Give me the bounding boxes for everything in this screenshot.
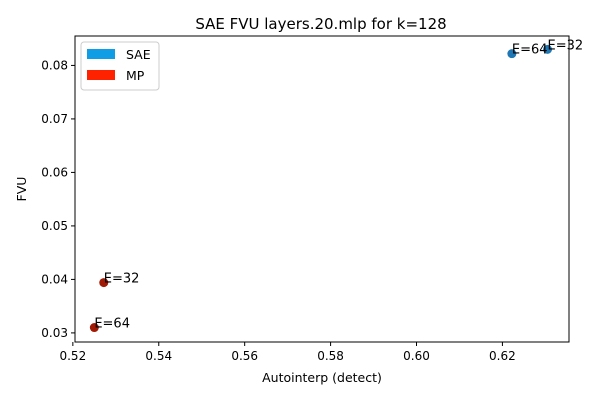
- x-axis: 0.52 0.54 0.56 0.58 0.60 0.62: [59, 342, 516, 363]
- point-annotations: E=32E=64E=32E=64: [94, 38, 583, 331]
- point-label: E=32: [104, 272, 140, 287]
- y-tick-label: 0.06: [41, 165, 68, 179]
- data-points: [89, 44, 553, 333]
- point-label: E=64: [512, 43, 548, 58]
- y-tick-label: 0.05: [41, 219, 68, 233]
- data-point-mp: [99, 278, 109, 288]
- y-tick-label: 0.08: [41, 58, 68, 72]
- data-point-sae: [543, 44, 553, 54]
- y-tick-label: 0.07: [41, 112, 68, 126]
- chart-title: SAE FVU layers.20.mlp for k=128: [195, 15, 446, 33]
- y-tick-label: 0.03: [41, 326, 68, 340]
- x-tick-label: 0.60: [403, 349, 430, 363]
- y-axis-label: FVU: [14, 177, 29, 202]
- legend-label: MP: [126, 68, 145, 83]
- legend: SAE MP: [80, 41, 160, 91]
- x-tick-label: 0.58: [317, 349, 344, 363]
- y-tick-label: 0.04: [41, 272, 68, 286]
- x-tick-label: 0.62: [489, 349, 516, 363]
- point-label: E=64: [94, 317, 130, 332]
- point-label: E=32: [548, 38, 584, 53]
- x-tick-label: 0.54: [145, 349, 172, 363]
- y-axis: 0.03 0.04 0.05 0.06 0.07 0.08: [41, 58, 75, 340]
- x-tick-label: 0.56: [231, 349, 258, 363]
- data-point-sae: [507, 49, 517, 59]
- data-point-mp: [89, 323, 99, 333]
- legend-label: SAE: [126, 47, 151, 62]
- legend-swatch-mp: [87, 70, 115, 80]
- x-axis-label: Autointerp (detect): [262, 370, 382, 385]
- x-tick-label: 0.52: [59, 349, 86, 363]
- legend-swatch-sae: [87, 49, 115, 59]
